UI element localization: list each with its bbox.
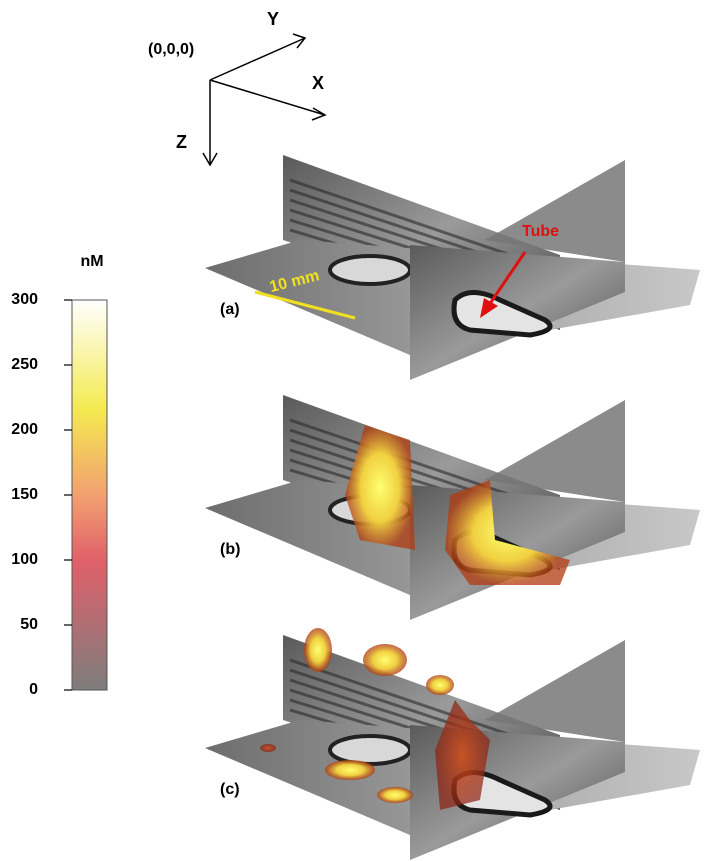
uptake-region [260, 744, 276, 752]
colorbar-tick-label: 0 [29, 681, 38, 698]
y-label: Y [267, 9, 279, 29]
tube-axial [330, 736, 410, 764]
colorbar-ticks: 0 50 100 150 200 250 300 [11, 291, 72, 698]
colorbar [72, 300, 107, 690]
colorbar-tick-label: 150 [11, 486, 38, 503]
uptake-region [426, 675, 454, 695]
panel-label: (a) [220, 301, 240, 318]
figure: (0,0,0) X Y Z nM 0 50 100 150 200 250 300 (a)1… [0, 0, 720, 861]
uptake-region [304, 628, 332, 672]
uptake-region [363, 644, 407, 676]
colorbar-tick-label: 100 [11, 551, 38, 568]
axes-diagram [203, 34, 325, 165]
mri-panel: (b) [205, 395, 700, 620]
x-axis-arrow [210, 80, 325, 115]
tube-axial [330, 256, 410, 284]
panel-label: (c) [220, 781, 240, 798]
mri-panel: (c) [205, 628, 700, 860]
annotation: Tube [522, 223, 559, 240]
colorbar-tick-label: 300 [11, 291, 38, 308]
x-label: X [312, 73, 324, 93]
colorbar-unit: nM [80, 253, 103, 270]
uptake-region [377, 787, 413, 803]
origin-label: (0,0,0) [148, 41, 194, 58]
arrowhead [312, 108, 325, 120]
uptake-region [325, 760, 375, 780]
colorbar-tick-label: 200 [11, 421, 38, 438]
panel-label: (b) [220, 541, 240, 558]
colorbar-tick-label: 250 [11, 356, 38, 373]
z-label: Z [176, 132, 187, 152]
colorbar-tick-label: 50 [20, 616, 38, 633]
y-axis-arrow [210, 38, 305, 80]
